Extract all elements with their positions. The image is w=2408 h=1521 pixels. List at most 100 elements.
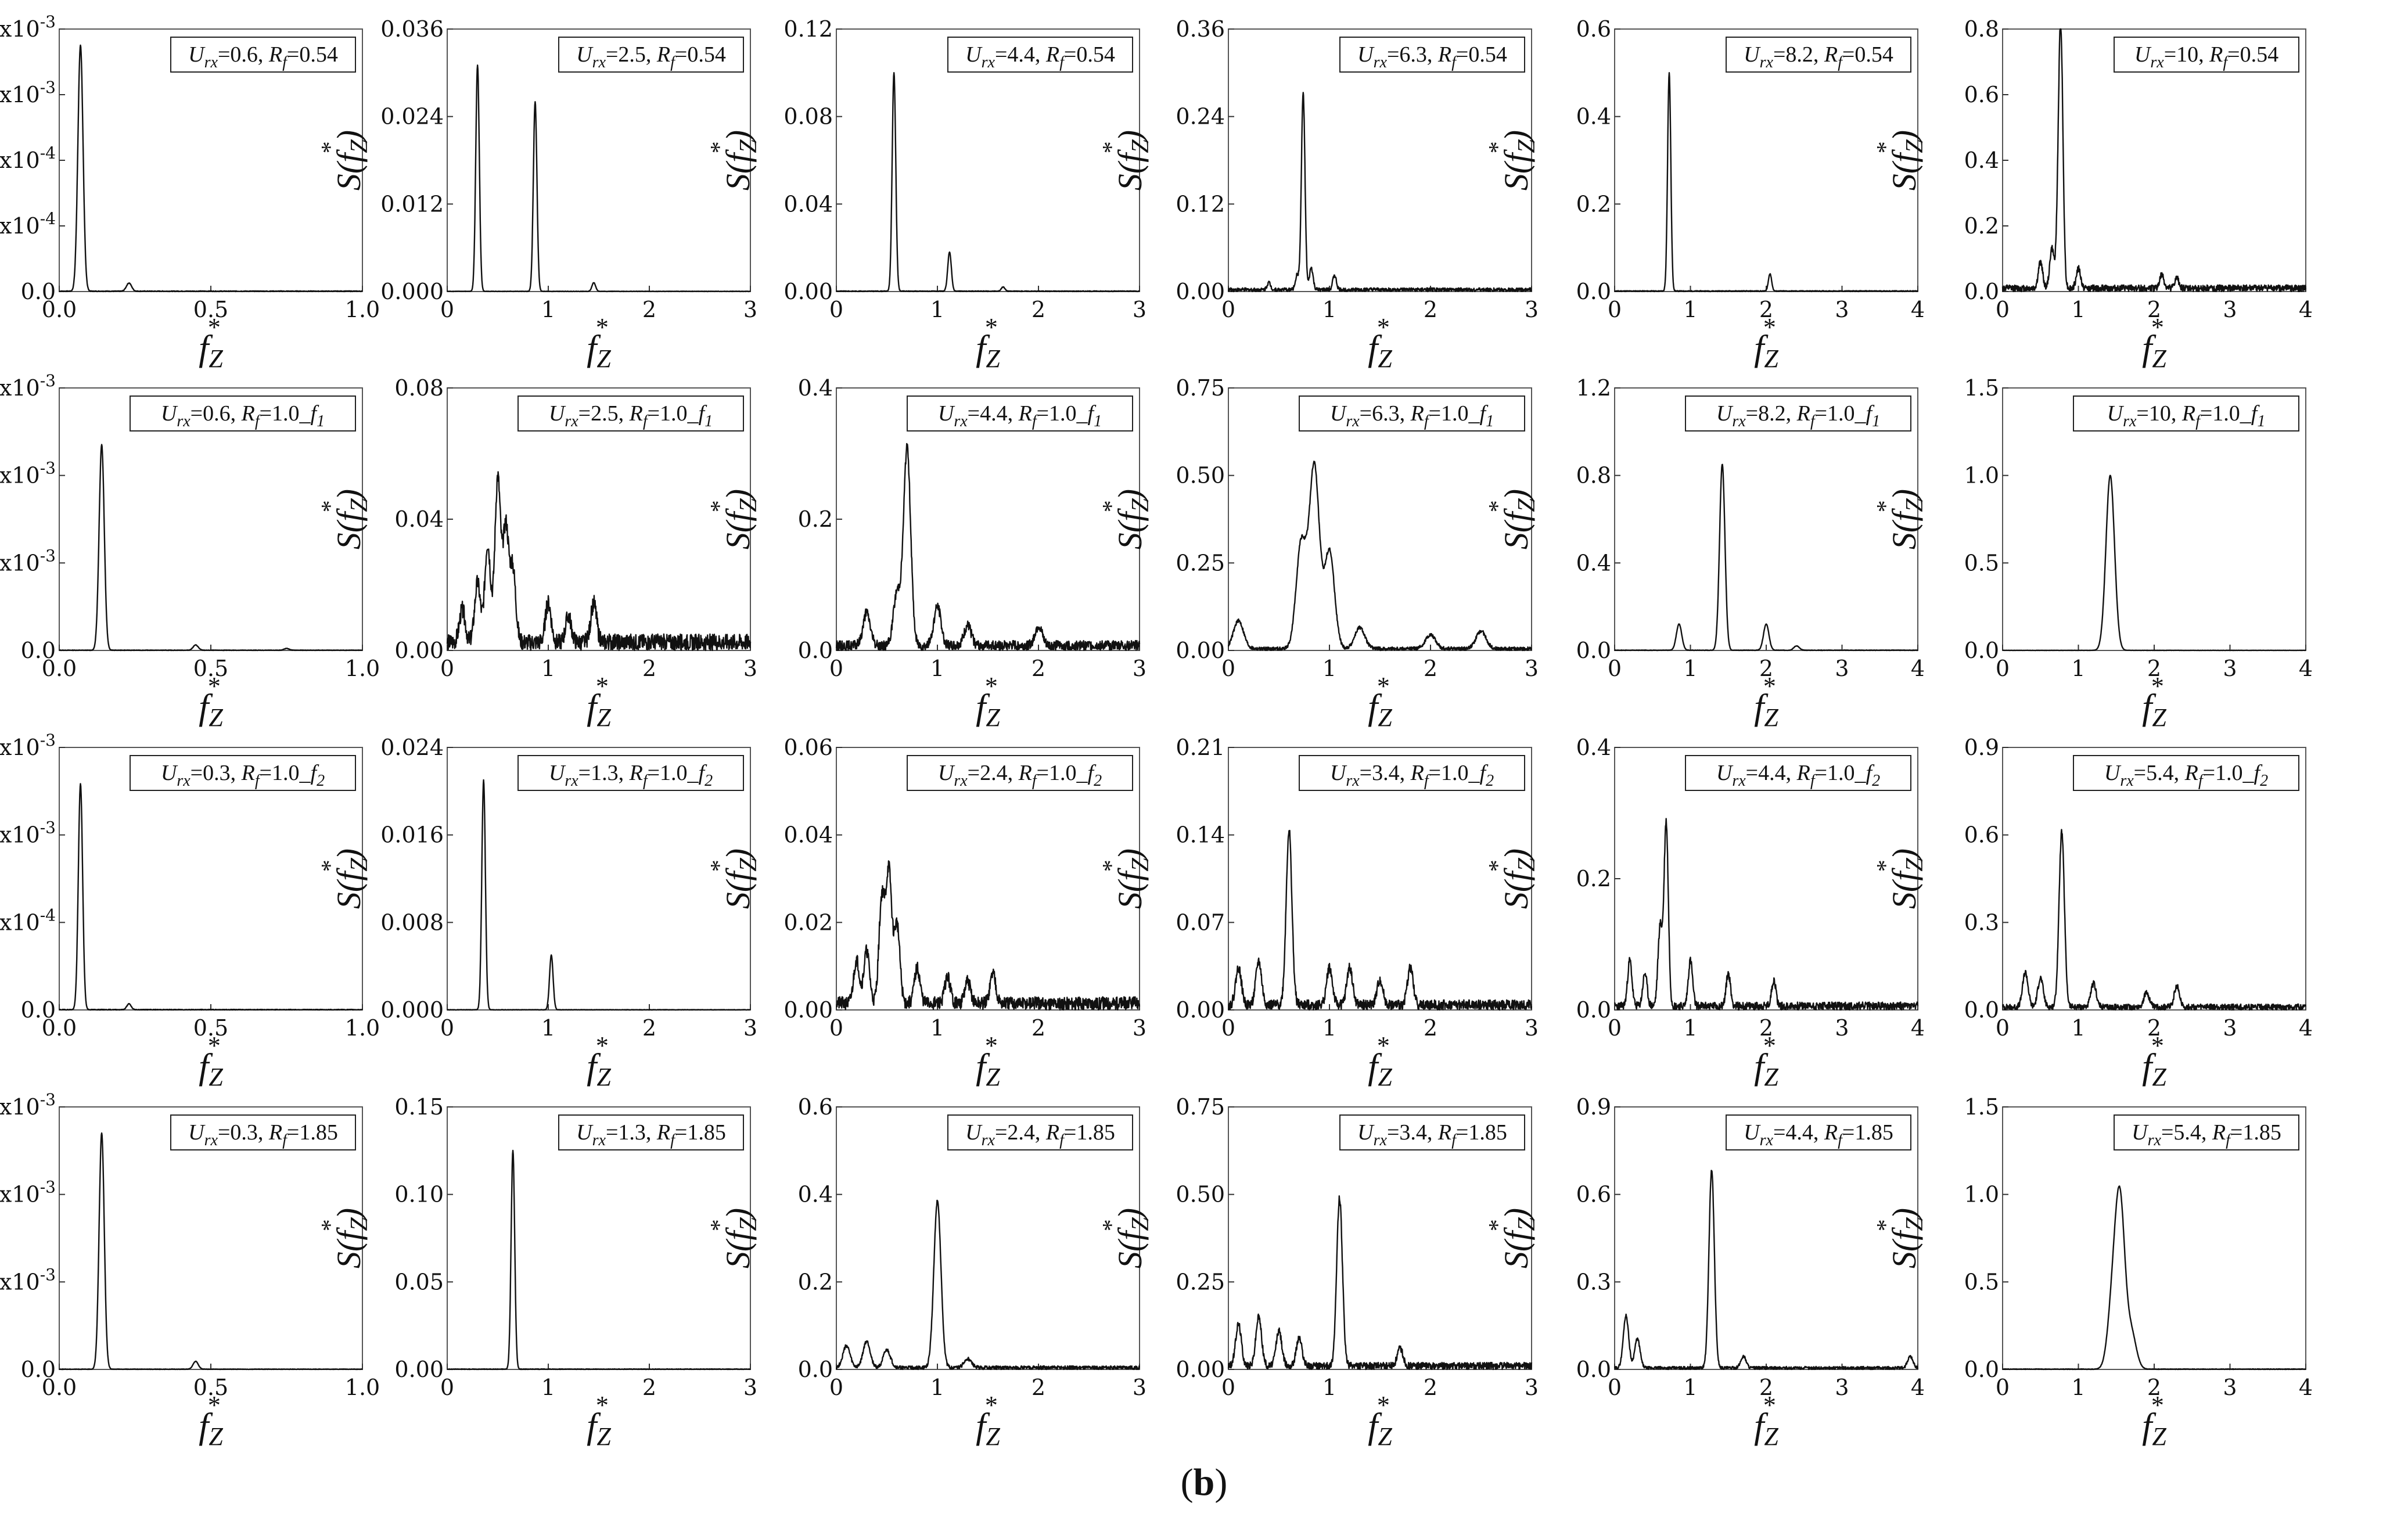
x-tick-label: 2: [1032, 656, 1045, 681]
legend-label: Urx=3.4, Rf=1.85: [1357, 1120, 1507, 1149]
y-tick-label: 0.00: [1176, 997, 1225, 1023]
x-tick-label: 0.5: [193, 1015, 228, 1041]
x-tick-label: 2: [642, 656, 656, 681]
y-tick-label: 0.04: [784, 822, 833, 848]
subplot-20: 0 1 2 3 0.00 0.05 0.10 0.15 fZ* S(fZ*) Urx=1.3, Rf…: [317, 1094, 757, 1451]
x-tick-label: 1: [2071, 297, 2085, 322]
legend-box: [517, 395, 744, 432]
x-tick-label: 0: [1608, 297, 1622, 322]
x-tick-label: 1: [541, 1015, 555, 1041]
y-axis-label: S(fZ*): [1098, 1208, 1154, 1268]
y-tick-label: 0.08: [394, 375, 444, 401]
subplot-21: 0 1 2 3 0.0 0.2 0.4 0.6 fZ* S(fZ*) Urx=2.4, Rf=1.8…: [706, 1094, 1147, 1451]
y-axis-label: S(fZ*): [1485, 848, 1540, 909]
legend-box: [2114, 37, 2299, 73]
y-tick-label: 0.0: [1964, 997, 1999, 1023]
x-tick-label: 0: [1221, 1015, 1235, 1041]
y-tick-label: 0.0: [798, 638, 833, 663]
x-tick-label: 0.0: [42, 297, 77, 322]
x-tick-label: 1: [2071, 1015, 2085, 1041]
legend-box: [170, 37, 356, 73]
spectrum-line: [59, 1132, 363, 1371]
x-axis-label: fZ*: [2142, 672, 2166, 732]
subplot-7: 0.00.51.00.02.0x10-34.0x10-36.0x10-3fZ*S…: [0, 371, 380, 732]
legend-box: [1299, 755, 1525, 791]
x-axis-label: fZ*: [587, 1031, 611, 1091]
y-tick-label: 1.6x10-3: [0, 12, 56, 42]
y-tick-label: 0.008: [380, 909, 444, 935]
x-tick-label: 2: [1032, 1015, 1045, 1041]
x-tick-label: 2: [2147, 1015, 2161, 1041]
x-axis-label: fZ*: [1754, 672, 1778, 732]
y-axis-label: S(fZ*): [1873, 130, 1928, 190]
subplot-14: 0 1 2 3 0.000 0.008 0.016 0.024 fZ* S(fZ*) Urx=1.3…: [317, 735, 757, 1091]
spectrum-line: [2001, 829, 2307, 1011]
x-tick-label: 0: [829, 1375, 843, 1400]
legend-box: [1339, 1114, 1525, 1150]
x-tick-label: 3: [1525, 1015, 1539, 1041]
x-tick-label: 2: [642, 1015, 656, 1041]
legend-label: Urx=0.3, Rf=1.0_f2: [161, 761, 325, 790]
y-axis-label: S(fZ*): [706, 130, 762, 190]
y-axis-label: S(fZ*): [1485, 489, 1540, 549]
y-tick-label: 0.024: [380, 735, 444, 760]
y-tick-label: 0.0: [21, 1357, 56, 1382]
legend-label: Urx=4.4, Rf=1.0_f2: [1716, 761, 1880, 790]
x-tick-label: 1.0: [345, 656, 380, 681]
y-tick-label: 0.000: [380, 997, 444, 1023]
x-axis-label: fZ*: [1754, 1031, 1778, 1091]
y-tick-label: 0.12: [1176, 191, 1225, 217]
x-tick-label: 1.0: [345, 1015, 380, 1041]
spectrum-line: [1613, 72, 1919, 293]
y-tick-label: 0.25: [1176, 1269, 1225, 1295]
x-tick-label: 4: [2299, 297, 2313, 322]
y-tick-label: 1.0: [1964, 1182, 1999, 1207]
subplot-17: 0 1 2 3 4 0.0 0.2 0.4 fZ* S(fZ*) Urx=4.4, Rf=1.0_f…: [1485, 735, 1925, 1091]
y-tick-label: 0.000: [380, 279, 444, 304]
y-axis-label: S(fZ*): [1873, 848, 1928, 909]
plot-frame: [1228, 747, 1532, 1011]
y-tick-label: 1.2x10-3: [0, 818, 56, 848]
spectrum-line: [1228, 829, 1533, 1011]
spectrum-line: [1613, 818, 1919, 1011]
y-tick-label: 0.2: [798, 506, 833, 532]
x-tick-label: 4: [2299, 656, 2313, 681]
x-tick-label: 0: [1996, 656, 2010, 681]
x-tick-label: 3: [1835, 656, 1849, 681]
y-tick-label: 0.75: [1176, 375, 1225, 401]
legend-box: [517, 755, 744, 791]
spectrum-line: [447, 64, 751, 293]
y-tick-label: 0.08: [784, 104, 833, 130]
legend-label: Urx=2.4, Rf=1.85: [965, 1120, 1115, 1149]
y-tick-label: 1.2: [1576, 375, 1611, 401]
x-tick-label: 2: [642, 297, 656, 322]
legend-label: Urx=5.4, Rf=1.0_f2: [2104, 761, 2268, 790]
y-tick-label: 1.0: [1964, 463, 1999, 488]
spectrum-line: [835, 1199, 1140, 1371]
x-tick-label: 1: [1683, 1375, 1697, 1400]
y-tick-label: 0.2: [798, 1269, 833, 1295]
x-axis-label: fZ*: [976, 1391, 1000, 1451]
x-tick-label: 4: [1911, 1015, 1925, 1041]
x-tick-label: 2: [1759, 1015, 1773, 1041]
x-tick-label: 2: [1424, 1015, 1437, 1041]
x-tick-label: 3: [743, 1015, 757, 1041]
y-tick-label: 0.14: [1176, 822, 1225, 848]
x-tick-label: 3: [743, 1375, 757, 1400]
y-tick-label: 0.00: [784, 279, 833, 304]
subplot-18: 0 1 2 3 4 0.0 0.3 0.6 0.9 fZ* S(fZ*) Urx=5.4, Rf=1.…: [1873, 735, 2313, 1091]
x-tick-label: 0: [829, 656, 843, 681]
spectrum-line: [835, 443, 1141, 652]
x-axis-label: fZ*: [1368, 1031, 1392, 1091]
y-axis-label: S(fZ*): [317, 130, 373, 190]
spectrum-line: [1614, 463, 1918, 652]
y-tick-label: 0.00: [784, 997, 833, 1023]
y-tick-label: 0.2: [1964, 213, 1999, 239]
legend-box: [907, 755, 1133, 791]
y-tick-label: 0.4: [798, 1182, 833, 1207]
legend-box: [2073, 395, 2299, 432]
panel-caption: (b): [1180, 1461, 1228, 1504]
